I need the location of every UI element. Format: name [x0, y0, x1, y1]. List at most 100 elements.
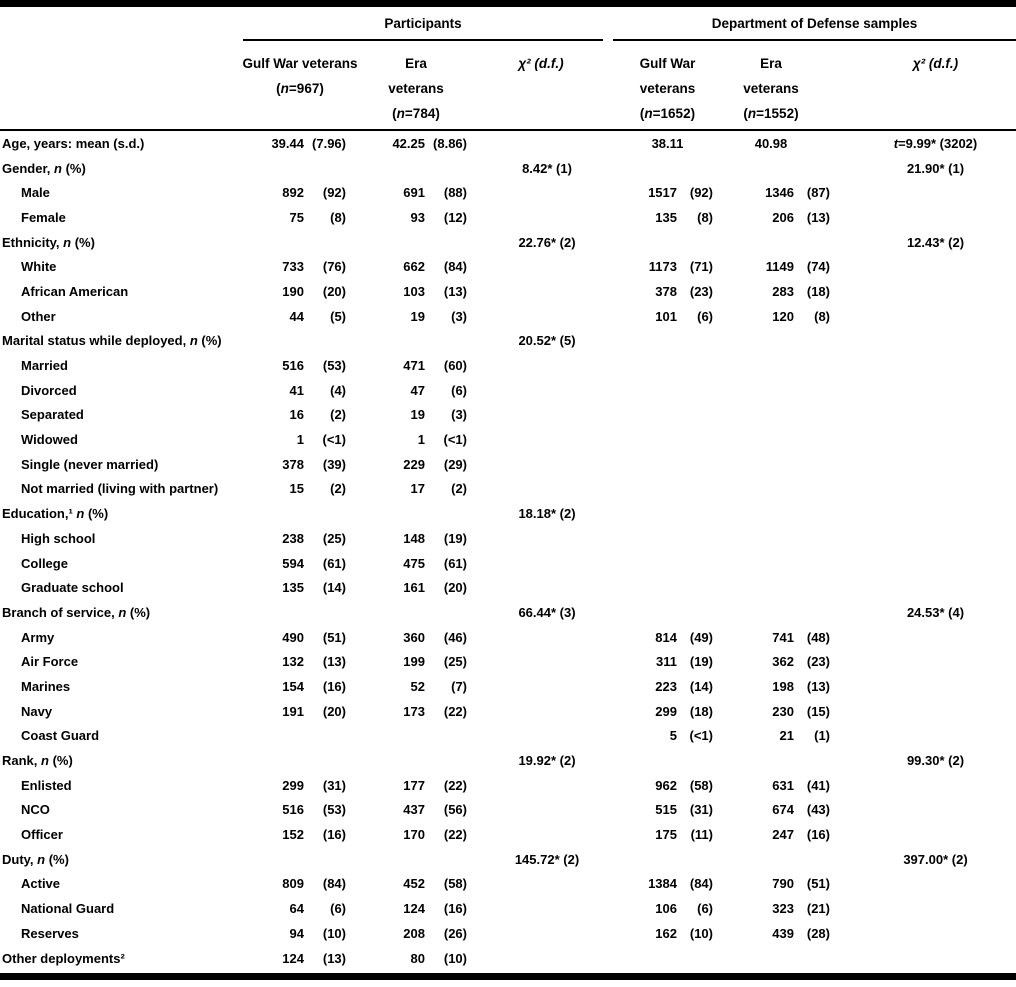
table-row: Single (never married) 378 (39) 229 (29): [0, 452, 1016, 477]
cell-era-participants: 19 (3): [410, 308, 467, 324]
cell-gw-dod: 175 (11): [655, 827, 713, 843]
cell-era-participants: 52 (7): [410, 678, 467, 694]
row-label: College: [21, 555, 68, 571]
row-label: Married: [21, 358, 68, 374]
cell-gw-participants: 44 (5): [289, 308, 346, 324]
cell-era-participants: 475 (61): [403, 555, 467, 571]
spanner-participants: Participants: [243, 7, 603, 41]
top-rule: [0, 0, 1016, 7]
row-label: Army: [21, 629, 55, 645]
cell-era-dod: 120 (8): [772, 308, 830, 324]
cell-chi-dod: 21.90* (1): [906, 160, 965, 176]
cell-era-participants: 47 (6): [410, 382, 467, 398]
cell-era-dod: 741 (48): [772, 629, 830, 645]
cell-era-dod: 198 (13): [772, 678, 830, 694]
cell-chi-participants: 145.72* (2): [514, 851, 580, 867]
table-row: Active 809 (84) 452 (58) 1384 (84) 790 (51): [0, 872, 1016, 897]
row-label: Coast Guard: [21, 728, 100, 744]
table-row: Widowed 1 (<1) 1 (<1): [0, 427, 1016, 452]
cell-era-dod: 439 (28): [772, 925, 830, 941]
cell-era-dod: 790 (51): [772, 876, 830, 892]
cell-chi-participants: 66.44* (3): [518, 604, 576, 620]
cell-gw-dod: 1173 (71): [648, 259, 713, 275]
cell-era-participants: 360 (46): [403, 629, 467, 645]
cell-gw-participants: 64 (6): [289, 901, 346, 917]
cell-chi-dod: t=9.99* (3202): [893, 135, 978, 151]
row-label: Age, years: mean (s.d.): [2, 135, 145, 151]
row-label: Not married (living with partner): [21, 481, 219, 497]
cell-era-participants: 170 (22): [403, 827, 467, 843]
table-row: Marines 154 (16) 52 (7) 223 (14) 198 (13): [0, 674, 1016, 699]
cell-gw-participants: 516 (53): [282, 358, 346, 374]
row-label: Marital status while deployed, n (%): [2, 333, 222, 349]
col-header-chi-dod: χ² (d.f.): [912, 56, 959, 71]
cell-era-participants: 93 (12): [410, 209, 467, 225]
cell-chi-participants: 18.18* (2): [518, 506, 576, 522]
cell-gw-dod: 515 (31): [655, 802, 713, 818]
col-header-era-participants: Era veterans (n=784): [388, 56, 444, 121]
row-label: Male: [21, 185, 50, 201]
cell-gw-participants: 516 (53): [282, 802, 346, 818]
column-header-spacer: [0, 51, 240, 129]
table-row: Ethnicity, n (%) 22.76* (2) 12.43* (2): [0, 230, 1016, 255]
row-label: Branch of service, n (%): [2, 604, 151, 620]
spanner-spacer: [0, 7, 240, 41]
table-row: High school 238 (25) 148 (19): [0, 526, 1016, 551]
row-label: Air Force: [21, 654, 79, 670]
row-label: Active: [21, 876, 61, 892]
col-header-chi-participants: χ² (d.f.): [518, 56, 564, 71]
col-header-era-dod: Era veterans (n=1552): [743, 56, 799, 121]
spanner-participants-label: Participants: [384, 16, 462, 31]
row-label: Rank, n (%): [2, 753, 73, 769]
table-row: NCO 516 (53) 437 (56) 515 (31) 674 (43): [0, 798, 1016, 823]
cell-era-dod: 1149 (74): [765, 259, 830, 275]
cell-gw-dod: 106 (6): [655, 901, 713, 917]
table-row: Other deployments² 124 (13) 80 (10): [0, 946, 1016, 971]
cell-era-participants: 229 (29): [403, 456, 467, 472]
cell-gw-dod: 101 (6): [655, 308, 713, 324]
cell-gw-participants: 1 (<1): [296, 432, 346, 448]
cell-era-dod: 1346 (87): [765, 185, 830, 201]
table-row: Air Force 132 (13) 199 (25) 311 (19) 362 (23): [0, 649, 1016, 674]
table-body: Age, years: mean (s.d.) 39.44 (7.96) 42.25(…: [0, 131, 1016, 970]
row-label: Officer: [21, 827, 63, 843]
table-row: Rank, n (%) 19.92* (2) 99.30* (2): [0, 748, 1016, 773]
cell-gw-dod: 962 (58): [655, 777, 713, 793]
cell-chi-dod: 99.30* (2): [906, 753, 965, 769]
row-label: Single (never married): [21, 456, 159, 472]
table-row: Male 892 (92) 691 (88) 1517 (92) 1346 (87): [0, 180, 1016, 205]
cell-gw-participants: 39.44 (7.96): [271, 135, 346, 151]
cell-chi-participants: 20.52* (5): [518, 333, 576, 349]
table-row: Enlisted 299 (31) 177 (22) 962 (58) 631 (41): [0, 773, 1016, 798]
cell-era-participants: 17 (2): [410, 481, 467, 497]
cell-gw-participants: 809 (84): [282, 876, 346, 892]
cell-era-participants: 80 (10): [410, 950, 467, 966]
spanner-dod: Department of Defense samples: [613, 7, 1016, 41]
cell-gw-participants: 152 (16): [282, 827, 346, 843]
cell-gw-participants: 41 (4): [289, 382, 346, 398]
cell-era-dod: 40.98: [754, 135, 788, 151]
cell-era-dod: 21 (1): [779, 728, 830, 744]
cell-gw-participants: 190 (20): [282, 283, 346, 299]
cell-gw-dod: 1384 (84): [648, 876, 713, 892]
row-label: Graduate school: [21, 580, 124, 596]
table-row: Age, years: mean (s.d.) 39.44 (7.96) 42.25(…: [0, 131, 1016, 156]
row-label: African American: [21, 283, 129, 299]
cell-gw-dod: 5 (<1): [669, 728, 713, 744]
row-label: Duty, n (%): [2, 851, 69, 867]
spanner-row: Participants Department of Defense sampl…: [0, 7, 1016, 41]
cell-era-participants: 103 (13): [403, 283, 467, 299]
cell-era-participants: 148 (19): [403, 530, 467, 546]
table-row: Army 490 (51) 360 (46) 814 (49) 741 (48): [0, 625, 1016, 650]
cell-era-participants: 124 (16): [403, 901, 467, 917]
table-row: Duty, n (%) 145.72* (2) 397.00* (2): [0, 847, 1016, 872]
cell-gw-participants: 238 (25): [282, 530, 346, 546]
cell-gw-participants: 594 (61): [282, 555, 346, 571]
row-label: Navy: [21, 703, 53, 719]
cell-gw-dod: 299 (18): [655, 703, 713, 719]
cell-chi-dod: 12.43* (2): [906, 234, 965, 250]
table-row: Female 75 (8) 93 (12) 135 (8) 206 (13): [0, 205, 1016, 230]
table-row: White 733 (76) 662 (84) 1173 (71) 1149 (74): [0, 254, 1016, 279]
cell-gw-participants: 299 (31): [282, 777, 346, 793]
